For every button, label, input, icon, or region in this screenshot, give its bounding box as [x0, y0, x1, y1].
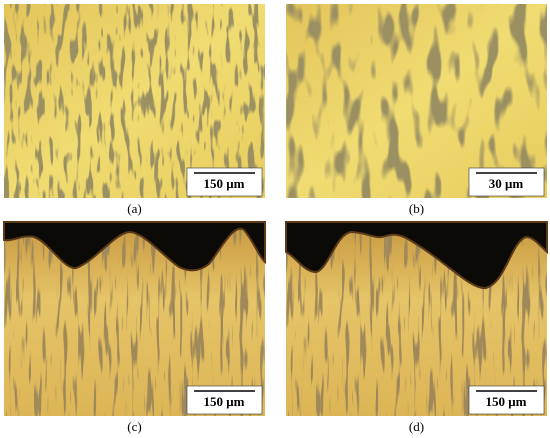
panel-caption: (d) — [409, 419, 424, 434]
micrograph-panel: 150 μm — [285, 221, 548, 416]
scale-bar-label: 150 μm — [204, 394, 245, 409]
micrograph-texture — [286, 4, 547, 198]
dark-edge — [3, 221, 266, 272]
scale-bar-label: 150 μm — [486, 394, 527, 409]
micrograph-panel: 150 μm — [3, 221, 266, 416]
micrograph-texture — [4, 222, 265, 416]
scale-bar-label: 30 μm — [489, 176, 524, 191]
panels: 150 μm (a) 30 μm (b) 150 μm (c) 150 μm (d) — [3, 4, 548, 434]
panel-caption: (b) — [409, 201, 424, 216]
scale-bar-label: 150 μm — [204, 176, 245, 191]
panel-caption: (a) — [127, 201, 141, 216]
dark-edge — [285, 221, 548, 290]
micrograph-texture — [4, 4, 265, 198]
micrograph-panel: 30 μm — [286, 4, 547, 198]
panel-caption: (c) — [127, 419, 141, 434]
micrograph-panel: 150 μm — [4, 4, 265, 198]
